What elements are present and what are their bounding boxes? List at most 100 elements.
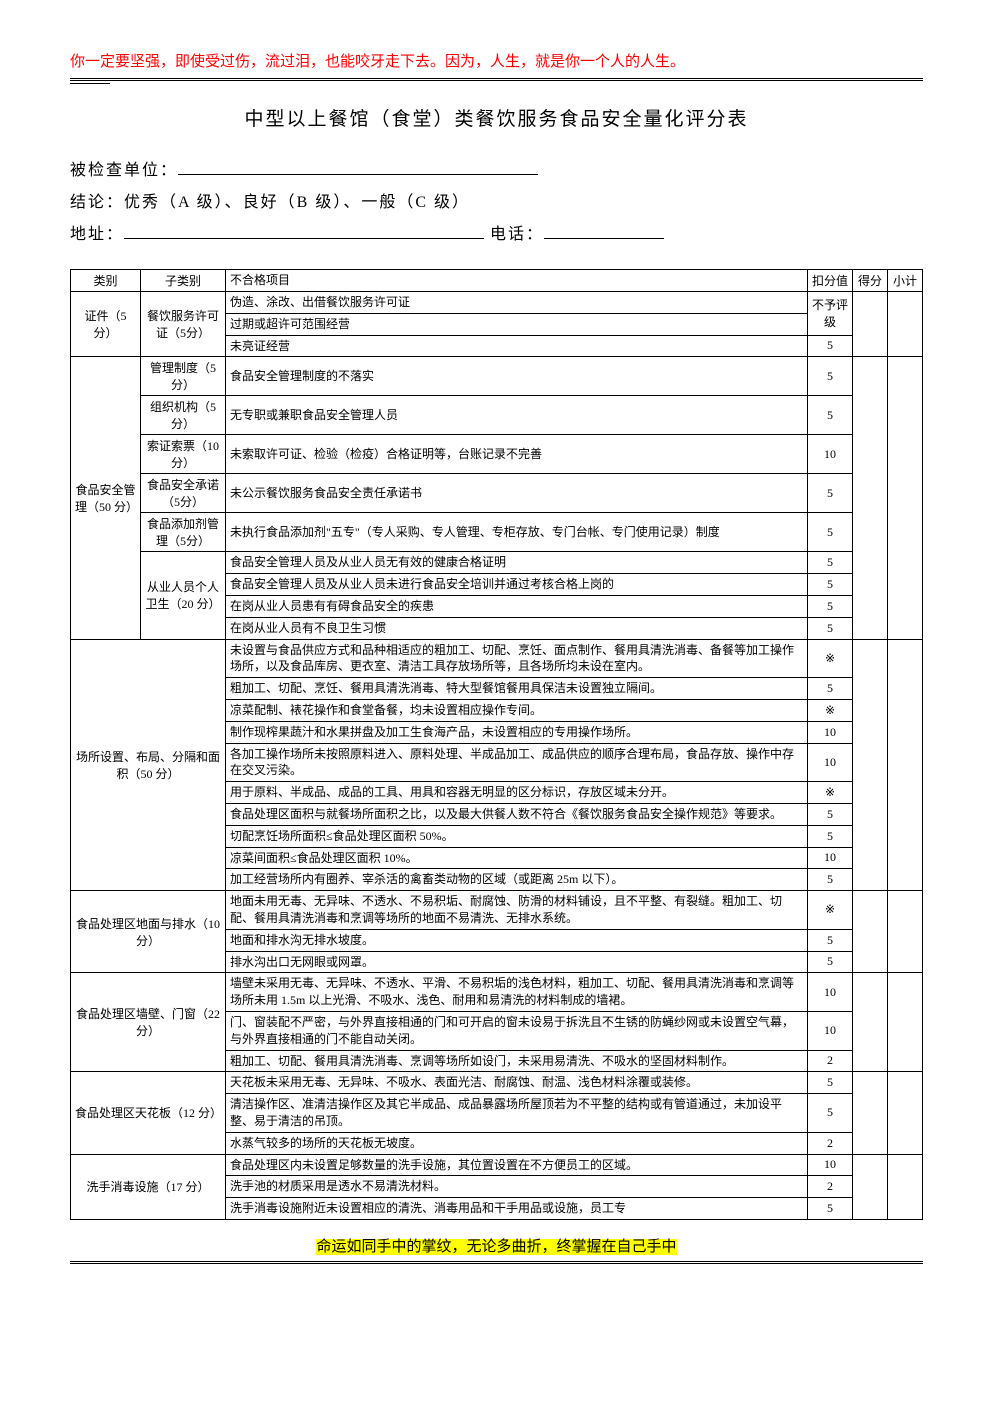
header-divider	[70, 78, 923, 81]
unit-underline	[178, 174, 538, 175]
cell-deduct: 2	[808, 1132, 853, 1154]
cell-item: 水蒸气较多的场所的天花板无坡度。	[226, 1132, 808, 1154]
cell-subtotal	[888, 639, 923, 891]
cell-item: 未亮证经营	[226, 335, 808, 357]
table-row: 洗手消毒设施（17 分）食品处理区内未设置足够数量的洗手设施，其位置设置在不方便…	[71, 1154, 923, 1176]
th-deduct: 扣分值	[808, 270, 853, 292]
document-title: 中型以上餐馆（食堂）类餐饮服务食品安全量化评分表	[70, 104, 923, 131]
cell-subcategory: 食品安全承诺（5分）	[141, 474, 226, 513]
cell-item: 食品处理区内未设置足够数量的洗手设施，其位置设置在不方便员工的区域。	[226, 1154, 808, 1176]
cell-item: 食品安全管理人员及从业人员无有效的健康合格证明	[226, 552, 808, 574]
cell-deduct: 10	[808, 1154, 853, 1176]
cell-deduct: 不予评级	[808, 292, 853, 336]
cell-score	[853, 973, 888, 1072]
cell-item: 制作现榨果蔬汁和水果拼盘及加工生食海产品，未设置相应的专用操作场所。	[226, 721, 808, 743]
cell-subcategory: 餐饮服务许可证（5分）	[141, 292, 226, 357]
cell-subtotal	[888, 292, 923, 357]
cell-deduct: 5	[808, 869, 853, 891]
cell-deduct: 5	[808, 678, 853, 700]
cell-item: 未公示餐饮服务食品安全责任承诺书	[226, 474, 808, 513]
footer-quote: 命运如同手中的掌纹，无论多曲折，终掌握在自己手中	[316, 1239, 676, 1255]
cell-item: 切配烹饪场所面积≤食品处理区面积 50%。	[226, 825, 808, 847]
table-row: 食品添加剂管理（5分）未执行食品添加剂"五专"（专人采购、专人管理、专柜存放、专…	[71, 513, 923, 552]
cell-item: 清洁操作区、准清洁操作区及其它半成品、成品暴露场所屋顶若为不平整的结构或有管道通…	[226, 1094, 808, 1133]
conclusion-line: 结论：优秀（A 级）、良好（B 级）、一般（C 级）	[70, 188, 923, 212]
cell-item: 食品处理区面积与就餐场所面积之比，以及最大供餐人数不符合《餐饮服务食品安全操作规…	[226, 803, 808, 825]
cell-category: 证件（5 分）	[71, 292, 141, 357]
cell-deduct: 5	[808, 951, 853, 973]
cell-deduct: ※	[808, 782, 853, 804]
cell-deduct: 5	[808, 595, 853, 617]
cell-deduct: 5	[808, 825, 853, 847]
cell-item: 排水沟出口无网眼或网罩。	[226, 951, 808, 973]
cell-deduct: 5	[808, 1198, 853, 1220]
address-label: 地址：	[70, 226, 124, 243]
cell-subtotal	[888, 1154, 923, 1219]
cell-score	[853, 639, 888, 891]
table-row: 组织机构（5 分）无专职或兼职食品安全管理人员5	[71, 396, 923, 435]
cell-category: 食品安全管理（50 分）	[71, 357, 141, 639]
unit-label: 被检查单位：	[70, 162, 178, 179]
cell-item: 洗手池的材质采用是透水不易清洗材料。	[226, 1176, 808, 1198]
cell-category: 食品处理区天花板（12 分）	[71, 1072, 226, 1154]
cell-deduct: 5	[808, 617, 853, 639]
cell-item: 在岗从业人员患有有碍食品安全的疾患	[226, 595, 808, 617]
cell-item: 墙壁未采用无毒、无异味、不透水、平滑、不易积垢的浅色材料，粗加工、切配、餐用具清…	[226, 973, 808, 1012]
cell-item: 地面和排水沟无排水坡度。	[226, 929, 808, 951]
table-row: 食品安全承诺（5分）未公示餐饮服务食品安全责任承诺书5	[71, 474, 923, 513]
phone-underline	[544, 238, 664, 239]
header-short-line	[70, 83, 110, 84]
cell-item: 地面未用无毒、无异味、不透水、不易积垢、耐腐蚀、防滑的材料铺设，且不平整、有裂缝…	[226, 891, 808, 930]
cell-subtotal	[888, 973, 923, 1072]
cell-item: 过期或超许可范围经营	[226, 313, 808, 335]
table-row: 食品处理区天花板（12 分）天花板未采用无毒、无异味、不吸水、表面光洁、耐腐蚀、…	[71, 1072, 923, 1094]
table-header-row: 类别 子类别 不合格项目 扣分值 得分 小计	[71, 270, 923, 292]
cell-deduct: ※	[808, 699, 853, 721]
cell-category: 食品处理区墙壁、门窗（22 分）	[71, 973, 226, 1072]
cell-item: 加工经营场所内有圈养、宰杀活的禽畜类动物的区域（或距离 25m 以下）。	[226, 869, 808, 891]
cell-deduct: 5	[808, 357, 853, 396]
cell-item: 食品安全管理人员及从业人员未进行食品安全培训并通过考核合格上岗的	[226, 574, 808, 596]
footer-quote-wrap: 命运如同手中的掌纹，无论多曲折，终掌握在自己手中	[70, 1235, 923, 1256]
cell-score	[853, 891, 888, 973]
cell-item: 伪造、涂改、出借餐饮服务许可证	[226, 292, 808, 314]
cell-deduct: 10	[808, 435, 853, 474]
cell-deduct: 5	[808, 1072, 853, 1094]
cell-deduct: ※	[808, 891, 853, 930]
cell-item: 粗加工、切配、餐用具清洗消毒、烹调等场所如设门，未采用易清洗、不吸水的坚固材料制…	[226, 1050, 808, 1072]
footer-divider	[70, 1261, 923, 1264]
cell-deduct: 10	[808, 847, 853, 869]
cell-item: 未设置与食品供应方式和品种相适应的粗加工、切配、烹饪、面点制作、餐用具清洗消毒、…	[226, 639, 808, 678]
cell-deduct: 10	[808, 721, 853, 743]
table-row: 食品处理区墙壁、门窗（22 分）墙壁未采用无毒、无异味、不透水、平滑、不易积垢的…	[71, 973, 923, 1012]
cell-deduct: 10	[808, 743, 853, 782]
cell-deduct: 5	[808, 1094, 853, 1133]
cell-subcategory: 食品添加剂管理（5分）	[141, 513, 226, 552]
cell-deduct: 5	[808, 929, 853, 951]
cell-deduct: 10	[808, 1011, 853, 1050]
cell-score	[853, 357, 888, 639]
address-line: 地址： 电话：	[70, 220, 923, 244]
table-row: 从业人员个人卫生（20 分）食品安全管理人员及从业人员无有效的健康合格证明5	[71, 552, 923, 574]
cell-deduct: 5	[808, 335, 853, 357]
th-category: 类别	[71, 270, 141, 292]
cell-item: 天花板未采用无毒、无异味、不吸水、表面光洁、耐腐蚀、耐温、浅色材料涂覆或装修。	[226, 1072, 808, 1094]
cell-deduct: 5	[808, 474, 853, 513]
cell-item: 未执行食品添加剂"五专"（专人采购、专人管理、专柜存放、专门台帐、专门使用记录）…	[226, 513, 808, 552]
cell-subcategory: 管理制度（5 分）	[141, 357, 226, 396]
cell-score	[853, 292, 888, 357]
th-subtotal: 小计	[888, 270, 923, 292]
table-body: 证件（5 分）餐饮服务许可证（5分）伪造、涂改、出借餐饮服务许可证不予评级过期或…	[71, 292, 923, 1220]
cell-item: 食品安全管理制度的不落实	[226, 357, 808, 396]
cell-item: 用于原料、半成品、成品的工具、用具和容器无明显的区分标识，存放区域未分开。	[226, 782, 808, 804]
cell-score	[853, 1154, 888, 1219]
cell-subtotal	[888, 891, 923, 973]
cell-deduct: 5	[808, 803, 853, 825]
cell-item: 凉菜间面积≤食品处理区面积 10%。	[226, 847, 808, 869]
cell-deduct: 5	[808, 396, 853, 435]
table-row: 证件（5 分）餐饮服务许可证（5分）伪造、涂改、出借餐饮服务许可证不予评级	[71, 292, 923, 314]
cell-subtotal	[888, 357, 923, 639]
table-row: 食品安全管理（50 分）管理制度（5 分）食品安全管理制度的不落实5	[71, 357, 923, 396]
cell-item: 凉菜配制、裱花操作和食堂备餐，均未设置相应操作专间。	[226, 699, 808, 721]
cell-deduct: ※	[808, 639, 853, 678]
